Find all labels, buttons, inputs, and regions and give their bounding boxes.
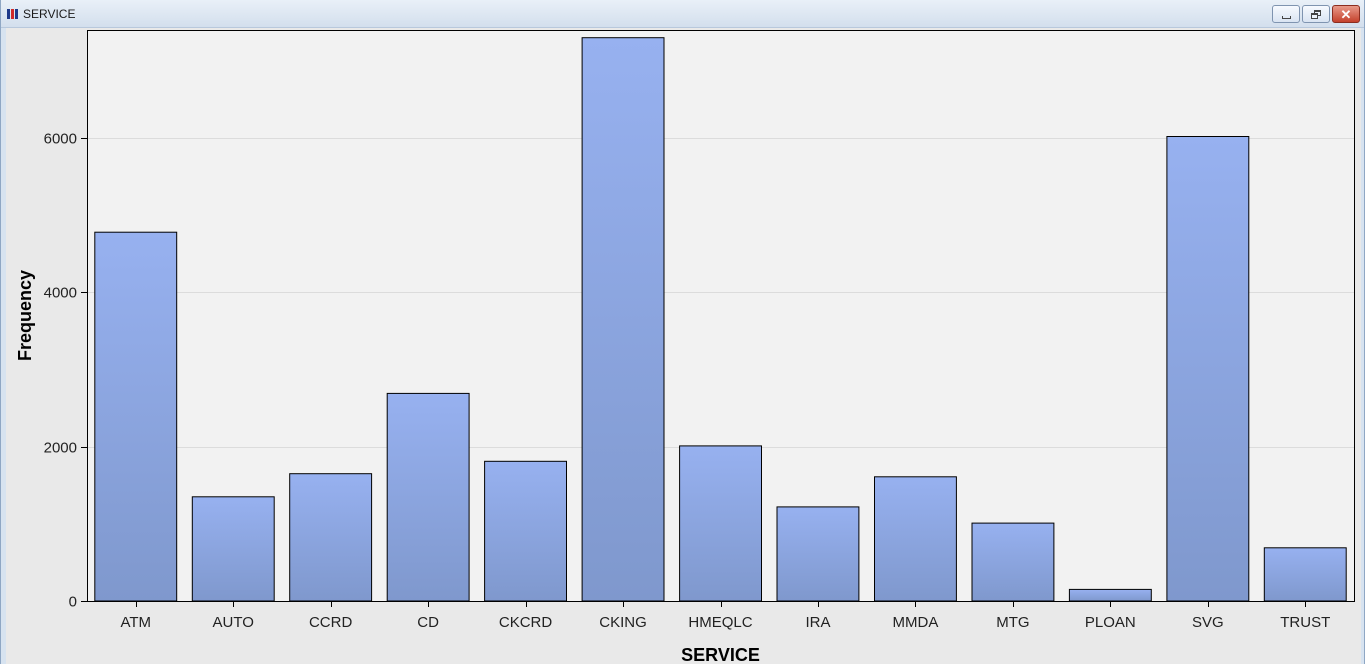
- title-bar[interactable]: SERVICE ✕: [1, 0, 1364, 28]
- x-tick-label: TRUST: [1280, 614, 1330, 631]
- window-title: SERVICE: [23, 7, 76, 21]
- x-tick-label: CD: [417, 614, 439, 631]
- sas-graph-icon: [7, 9, 18, 19]
- minimize-button[interactable]: [1272, 5, 1300, 23]
- x-tick-label: MMDA: [893, 614, 939, 631]
- bar-hmeqlc: [679, 445, 762, 602]
- x-tick-label: ATM: [120, 614, 151, 631]
- restore-icon: [1311, 9, 1321, 19]
- close-button[interactable]: ✕: [1332, 5, 1360, 23]
- y-axis-ticks: 0 2000 4000 6000: [44, 131, 87, 611]
- bar-auto: [191, 496, 275, 602]
- bar-trust: [1263, 547, 1347, 602]
- x-tick-label: HMEQLC: [688, 614, 752, 631]
- y-tick-label: 6000: [44, 131, 77, 148]
- bar-ckcrd: [484, 460, 568, 602]
- x-tick-label: AUTO: [212, 614, 253, 631]
- x-tick-label: SVG: [1192, 614, 1224, 631]
- bar-svg: [1166, 136, 1250, 602]
- bar-mmda: [874, 476, 957, 602]
- bar-chart: 0 2000 4000 6000 ATM AUTO CCRD CD CKCRD CKING HME…: [15, 30, 1355, 664]
- bars: [94, 37, 1347, 602]
- y-tick-label: 4000: [44, 285, 77, 302]
- x-axis-ticks: ATM AUTO CCRD CD CKCRD CKING HMEQLC IRA MMDA MTG P…: [120, 601, 1330, 631]
- chart-area: 0 2000 4000 6000 ATM AUTO CCRD CD CKCRD CKING HME…: [6, 28, 1361, 664]
- x-tick-label: CKCRD: [499, 614, 553, 631]
- x-tick-label: CCRD: [309, 614, 352, 631]
- bar-ira: [776, 506, 860, 602]
- x-tick-label: MTG: [996, 614, 1029, 631]
- bar-cd: [386, 392, 470, 602]
- x-axis-label: SERVICE: [681, 645, 760, 664]
- y-tick-label: 2000: [44, 440, 77, 457]
- y-tick-label: 0: [69, 594, 77, 611]
- x-tick-label: IRA: [805, 614, 830, 631]
- minimize-icon: [1281, 15, 1291, 19]
- x-tick-label: PLOAN: [1085, 614, 1136, 631]
- bar-atm: [94, 231, 178, 602]
- bar-ploan: [1068, 588, 1152, 602]
- bar-ccrd: [289, 473, 373, 602]
- close-icon: ✕: [1340, 6, 1352, 22]
- restore-button[interactable]: [1302, 5, 1330, 23]
- bar-mtg: [971, 522, 1055, 602]
- bar-cking: [581, 37, 665, 602]
- x-tick-label: CKING: [599, 614, 647, 631]
- y-axis-label: Frequency: [15, 270, 35, 361]
